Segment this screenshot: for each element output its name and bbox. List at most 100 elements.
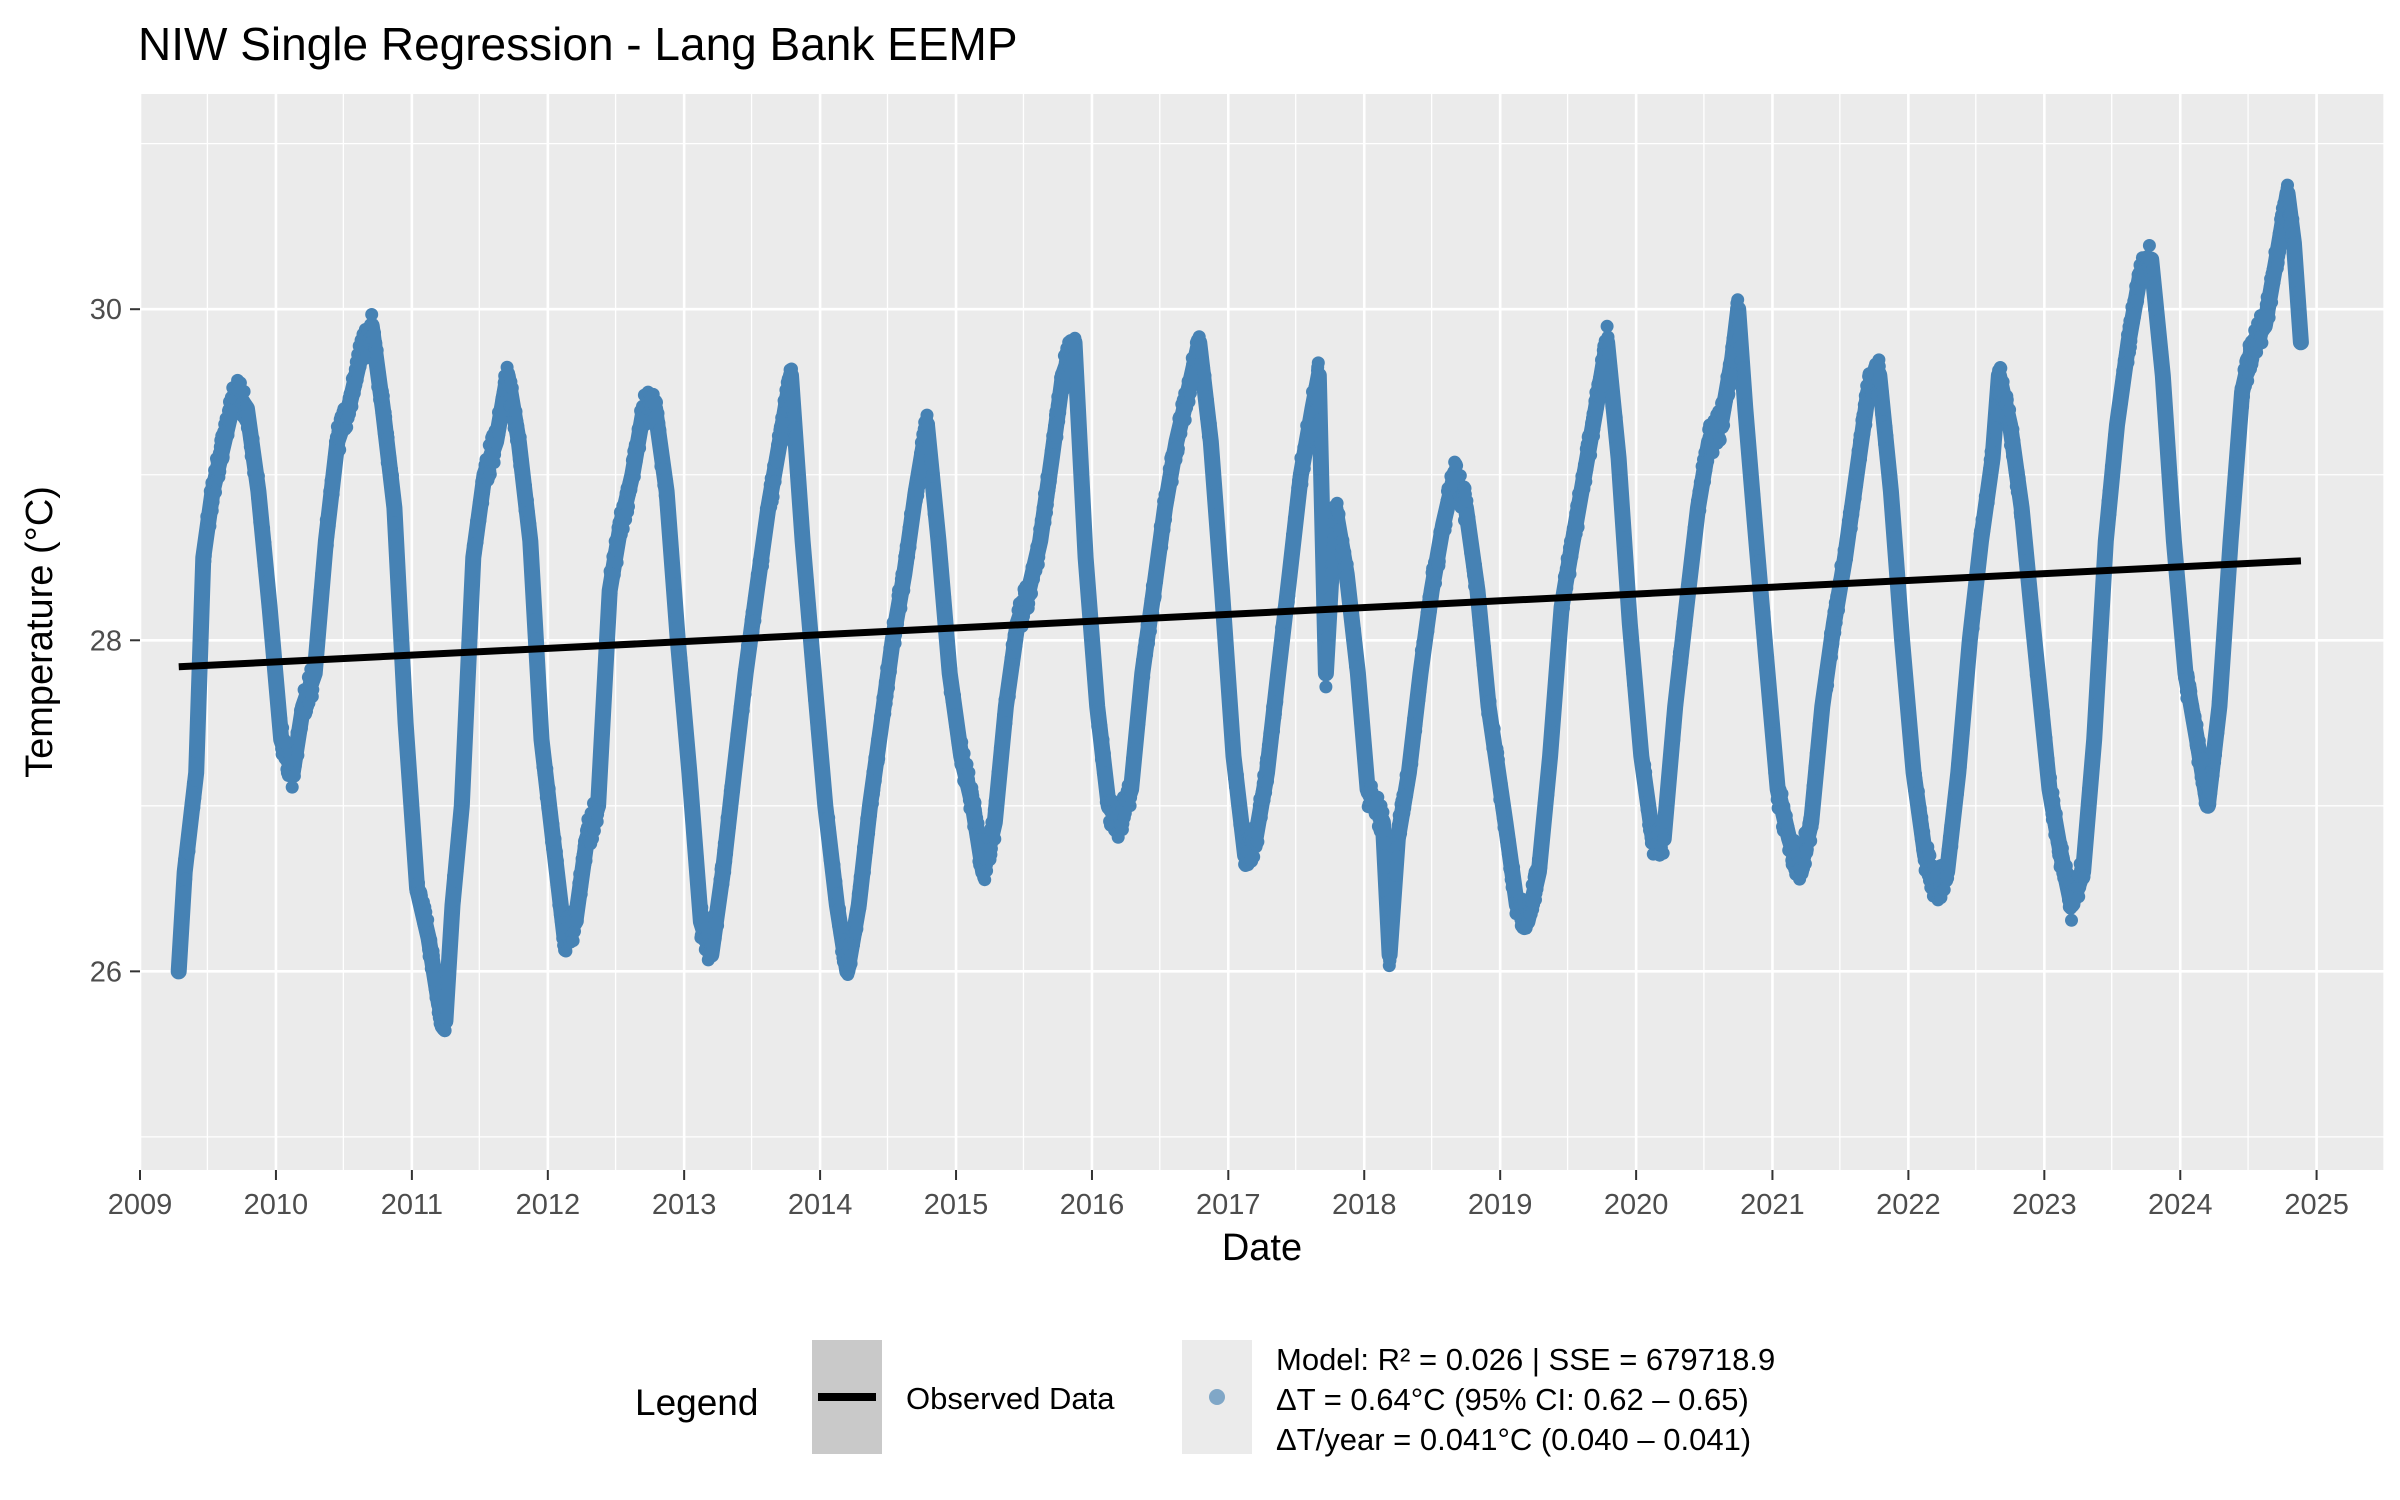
observed-point [1077,506,1091,520]
observed-point [962,766,976,779]
observed-point [1214,554,1228,568]
observed-point [1460,494,1474,508]
observed-point [1557,601,1570,615]
observed-point [1900,682,1914,696]
observed-point [812,713,826,726]
observed-point [552,881,566,895]
observed-point [2146,263,2160,277]
observed-point [680,719,693,733]
observed-point [1290,511,1304,525]
observed-point [1730,303,1744,317]
x-axis-title: Date [1222,1227,1302,1269]
observed-point [1604,360,1618,374]
observed-point [1994,361,2008,375]
observed-point [1832,603,1845,617]
observed-point [1884,469,1898,483]
legend: Legend Observed Data Model: R² = 0.026 |… [635,1340,1775,1457]
observed-point [1890,553,1904,567]
observed-point [677,691,691,705]
observed-point [766,490,780,504]
observed-point [797,534,811,548]
observed-point [528,613,542,627]
observed-point [551,868,565,881]
observed-point [174,948,187,962]
observed-point [827,858,841,872]
observed-point [601,598,615,612]
observed-point [1429,576,1442,590]
observed-point [261,574,275,588]
observed-point [199,530,213,544]
observed-point [1617,518,1631,532]
observed-point [789,428,803,442]
observed-point [440,1003,454,1017]
observed-point [1541,788,1555,802]
observed-point [221,428,235,442]
observed-point [473,514,487,528]
observed-point [1542,768,1556,782]
observed-point [2099,529,2113,543]
observed-point [1068,342,1082,356]
observed-point [1268,707,1282,721]
observed-point [857,865,871,879]
observed-point [1083,591,1096,605]
observed-point [2081,813,2095,827]
observed-point [2088,714,2102,728]
observed-point [1963,635,1977,649]
observed-point [195,603,208,617]
observed-point [179,872,193,886]
observed-point [595,746,608,759]
observed-point [2153,334,2167,347]
observed-point [1689,523,1703,537]
observed-point [2044,771,2057,785]
observed-point [1548,697,1562,711]
observed-point [526,561,540,575]
x-axis: 2009 2010 2011 2012 2013 2014 2015 2016 2017 2018… [108,1170,2349,1221]
observed-point [2065,913,2078,927]
observed-point [1989,422,2002,436]
observed-point [2158,409,2172,423]
observed-point [390,529,404,543]
observed-point [405,799,419,813]
observed-point [267,641,281,655]
observed-point [1815,715,1829,729]
observed-point [526,570,540,584]
observed-point [1501,847,1515,861]
observed-point [748,614,762,628]
observed-point [2232,445,2246,459]
observed-point [2273,245,2287,259]
observed-point [949,717,963,731]
observed-point [989,808,1003,822]
observed-point [1826,637,1840,651]
observed-point [443,955,457,969]
observed-point [738,687,752,701]
observed-point [1142,636,1155,650]
observed-point [1614,487,1628,500]
observed-point [1996,375,2010,389]
observed-point [653,432,667,446]
observed-point [1236,817,1250,831]
observed-point [1755,594,1768,607]
observed-point [1318,615,1332,628]
observed-point [591,803,605,817]
observed-point [992,782,1006,796]
observed-point [194,625,208,639]
observed-point [1807,781,1821,795]
observed-point [728,769,741,783]
observed-point [1544,749,1558,762]
observed-point [1828,626,1842,640]
observed-point [1881,445,1895,459]
observed-point [1353,678,1366,692]
observed-point [683,760,697,774]
observed-point [1215,584,1229,598]
observed-point [1152,556,1165,570]
observed-point [728,754,742,768]
observed-point [748,599,762,613]
data-layer [170,178,2309,1038]
observed-point [390,542,404,556]
observed-point [376,389,390,403]
observed-point [1740,399,1753,413]
observed-point [884,653,898,667]
observed-point [1733,316,1747,330]
observed-point [291,734,305,748]
